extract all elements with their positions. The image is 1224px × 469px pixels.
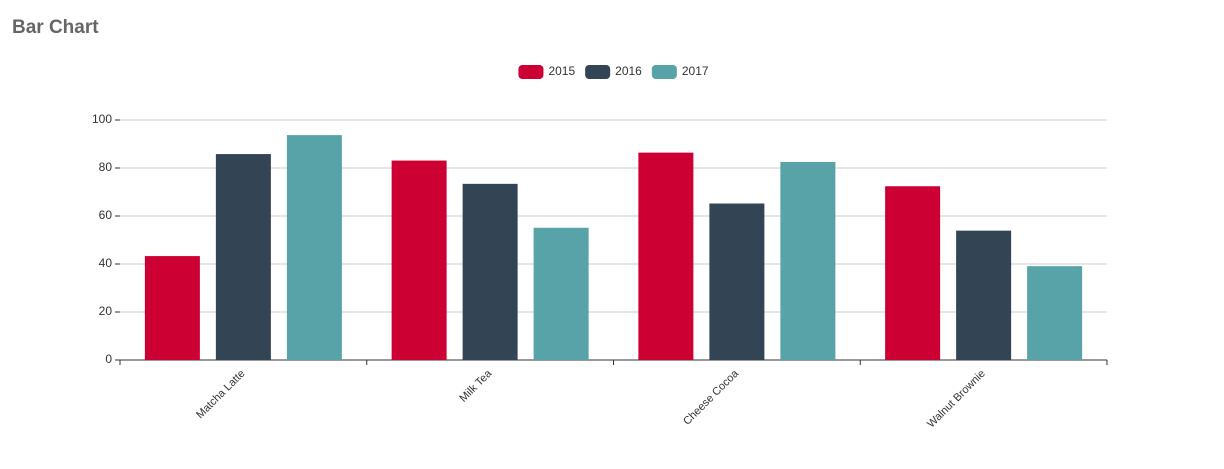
legend-item: 2017: [651, 64, 709, 79]
bar: [638, 152, 694, 360]
x-tick-label: Cheese Cocoa: [681, 367, 742, 428]
legend: 2015 2016 2017: [518, 64, 709, 79]
legend-label: 2015: [548, 64, 575, 78]
bar: [391, 160, 447, 360]
legend-swatch: [651, 65, 677, 79]
y-tick-label: 40: [99, 256, 113, 270]
x-tick-label: Matcha Latte: [194, 368, 247, 421]
x-tick-label: Walnut Brownie: [925, 368, 988, 431]
legend-swatch: [585, 65, 611, 79]
x-tick-label: Milk Tea: [457, 367, 494, 404]
chart-title: Bar Chart: [12, 17, 99, 38]
bar: [286, 135, 342, 360]
y-tick-label: 0: [105, 352, 112, 366]
legend-item: 2016: [585, 64, 642, 79]
bar: [709, 203, 765, 360]
y-tick-label: 100: [92, 112, 112, 126]
legend-item: 2015: [518, 64, 575, 79]
bar: [533, 227, 589, 360]
y-tick-label: 20: [99, 304, 113, 318]
bar: [144, 256, 200, 360]
bar: [462, 183, 518, 360]
bar: [956, 230, 1012, 360]
bar: [1027, 266, 1083, 360]
y-tick-label: 80: [99, 160, 113, 174]
bar: [885, 186, 941, 360]
legend-label: 2017: [682, 64, 709, 78]
y-tick-label: 60: [99, 208, 113, 222]
bar: [215, 154, 271, 360]
legend-swatch: [518, 65, 544, 79]
legend-label: 2016: [615, 64, 642, 78]
bar: [780, 162, 836, 360]
